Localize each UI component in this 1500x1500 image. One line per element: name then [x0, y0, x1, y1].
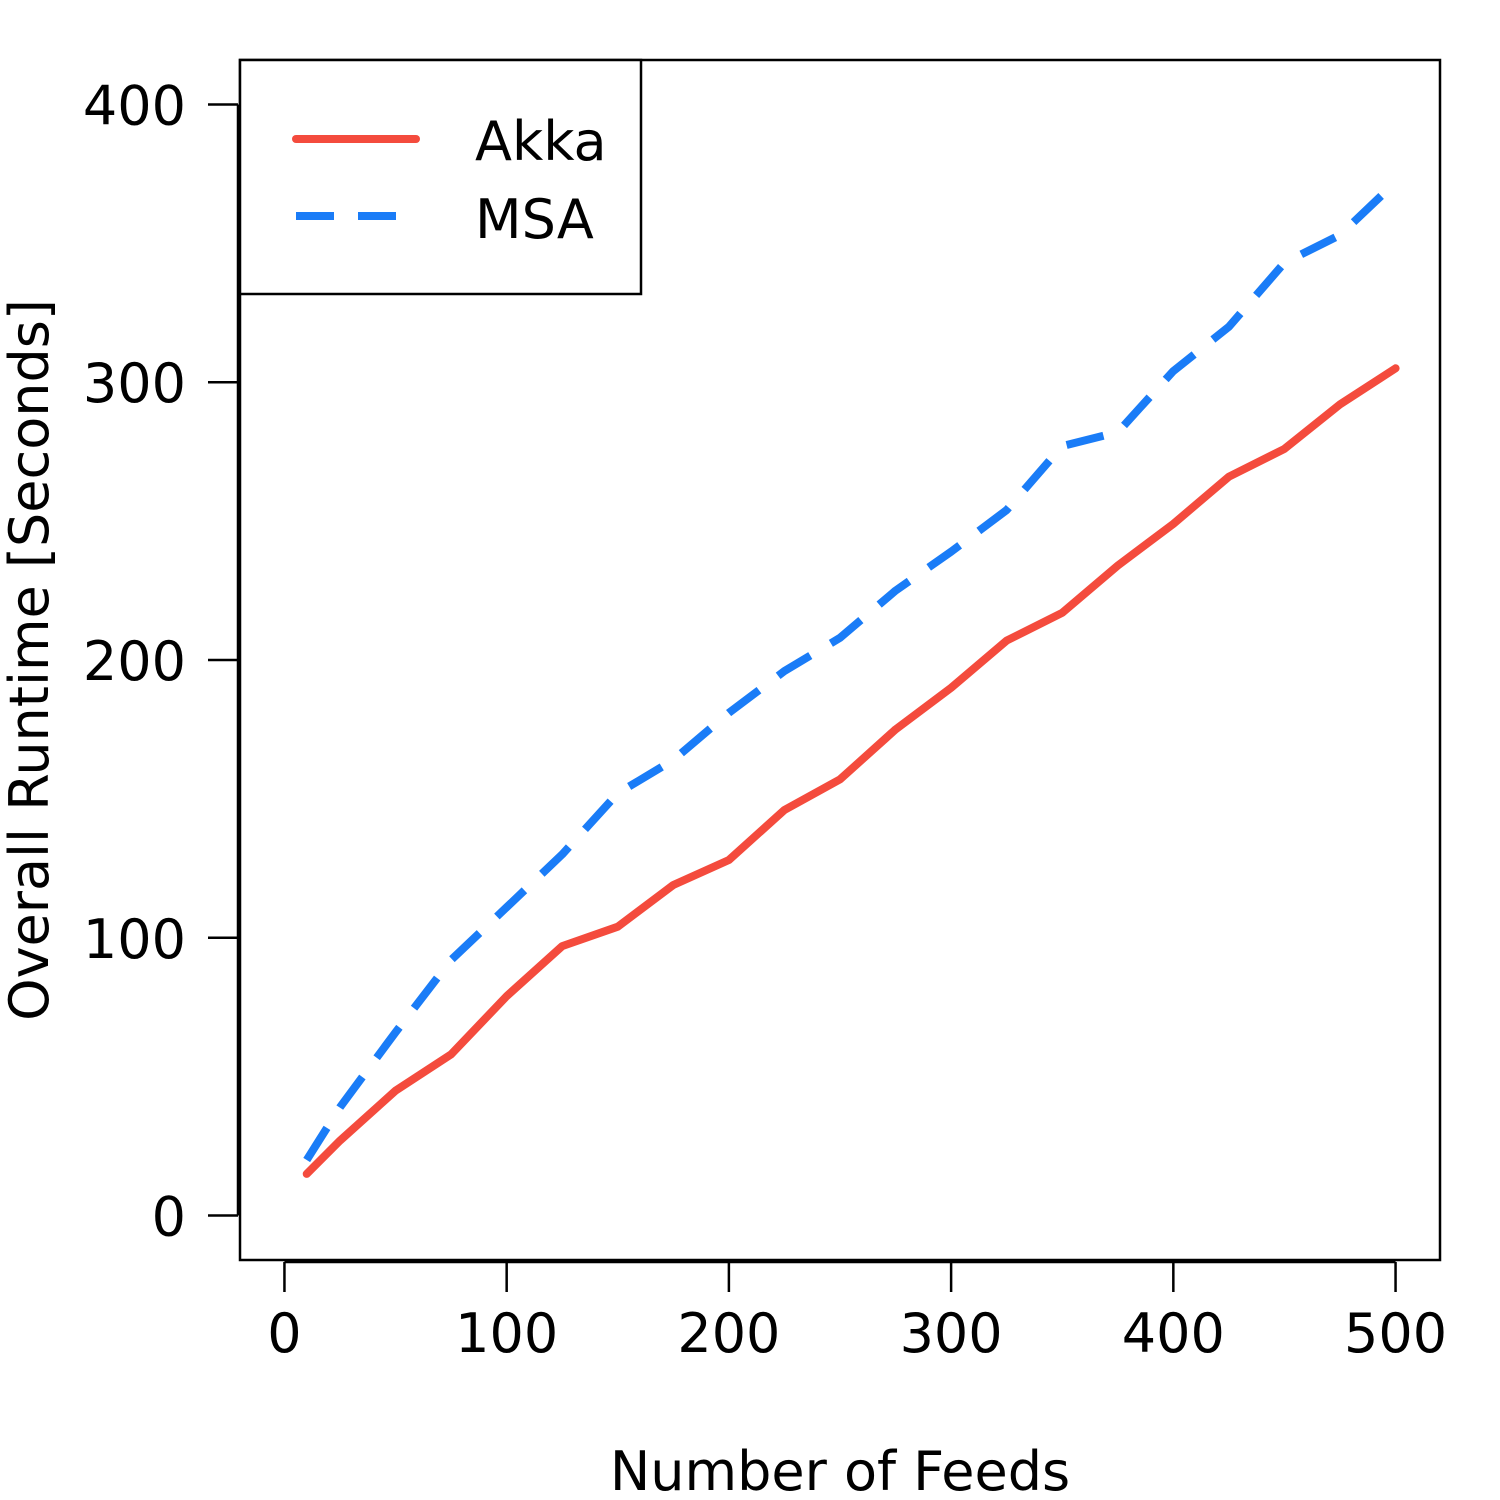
y-axis-title: Overall Runtime [Seconds]	[0, 299, 61, 1021]
legend-label-msa: MSA	[475, 188, 594, 251]
x-tick-label: 300	[900, 1302, 1003, 1365]
x-tick-label: 400	[1122, 1302, 1225, 1365]
y-tick-label: 100	[83, 908, 186, 971]
y-tick-label: 300	[83, 352, 186, 415]
y-tick-label: 200	[83, 630, 186, 693]
axes-layer: 0 100 200 300 400 500 0 100 200 300 400	[83, 74, 1447, 1365]
legend: Akka MSA	[238, 58, 643, 296]
y-tick-label: 400	[83, 74, 186, 137]
series-line-akka	[302, 364, 1400, 1178]
series-layer	[302, 179, 1400, 1178]
y-tick-label: 0	[152, 1186, 186, 1249]
x-tick-label: 100	[455, 1302, 558, 1365]
legend-box	[238, 58, 643, 296]
x-tick-label: 0	[267, 1302, 301, 1365]
x-axis-title: Number of Feeds	[610, 1440, 1070, 1500]
legend-label-akka: Akka	[475, 110, 607, 173]
x-tick-label: 200	[677, 1302, 780, 1365]
series-line-msa	[303, 179, 1399, 1163]
x-tick-label: 500	[1344, 1302, 1447, 1365]
plot-frame	[238, 58, 1442, 1262]
